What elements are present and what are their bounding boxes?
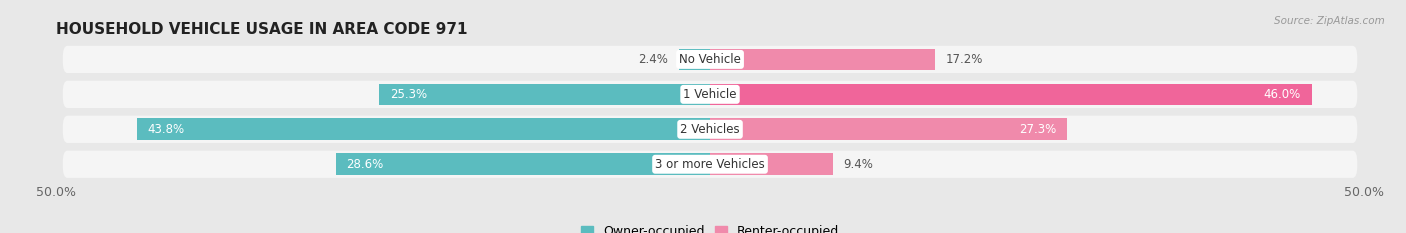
Text: 43.8%: 43.8% (148, 123, 186, 136)
Text: 1 Vehicle: 1 Vehicle (683, 88, 737, 101)
Text: 46.0%: 46.0% (1264, 88, 1301, 101)
FancyBboxPatch shape (138, 118, 710, 140)
FancyBboxPatch shape (710, 84, 1312, 105)
Text: Source: ZipAtlas.com: Source: ZipAtlas.com (1274, 16, 1385, 26)
FancyBboxPatch shape (679, 49, 710, 70)
FancyBboxPatch shape (336, 154, 710, 175)
Text: 9.4%: 9.4% (844, 158, 873, 171)
FancyBboxPatch shape (710, 49, 935, 70)
FancyBboxPatch shape (380, 84, 710, 105)
Text: HOUSEHOLD VEHICLE USAGE IN AREA CODE 971: HOUSEHOLD VEHICLE USAGE IN AREA CODE 971 (56, 22, 468, 37)
Legend: Owner-occupied, Renter-occupied: Owner-occupied, Renter-occupied (581, 225, 839, 233)
Text: 25.3%: 25.3% (389, 88, 427, 101)
Text: 2.4%: 2.4% (638, 53, 668, 66)
Text: No Vehicle: No Vehicle (679, 53, 741, 66)
Text: 28.6%: 28.6% (346, 158, 384, 171)
FancyBboxPatch shape (63, 46, 1357, 73)
Text: 27.3%: 27.3% (1019, 123, 1056, 136)
FancyBboxPatch shape (63, 151, 1357, 178)
Text: 2 Vehicles: 2 Vehicles (681, 123, 740, 136)
FancyBboxPatch shape (710, 118, 1067, 140)
Text: 3 or more Vehicles: 3 or more Vehicles (655, 158, 765, 171)
FancyBboxPatch shape (710, 154, 832, 175)
Text: 17.2%: 17.2% (945, 53, 983, 66)
FancyBboxPatch shape (63, 81, 1357, 108)
FancyBboxPatch shape (63, 116, 1357, 143)
